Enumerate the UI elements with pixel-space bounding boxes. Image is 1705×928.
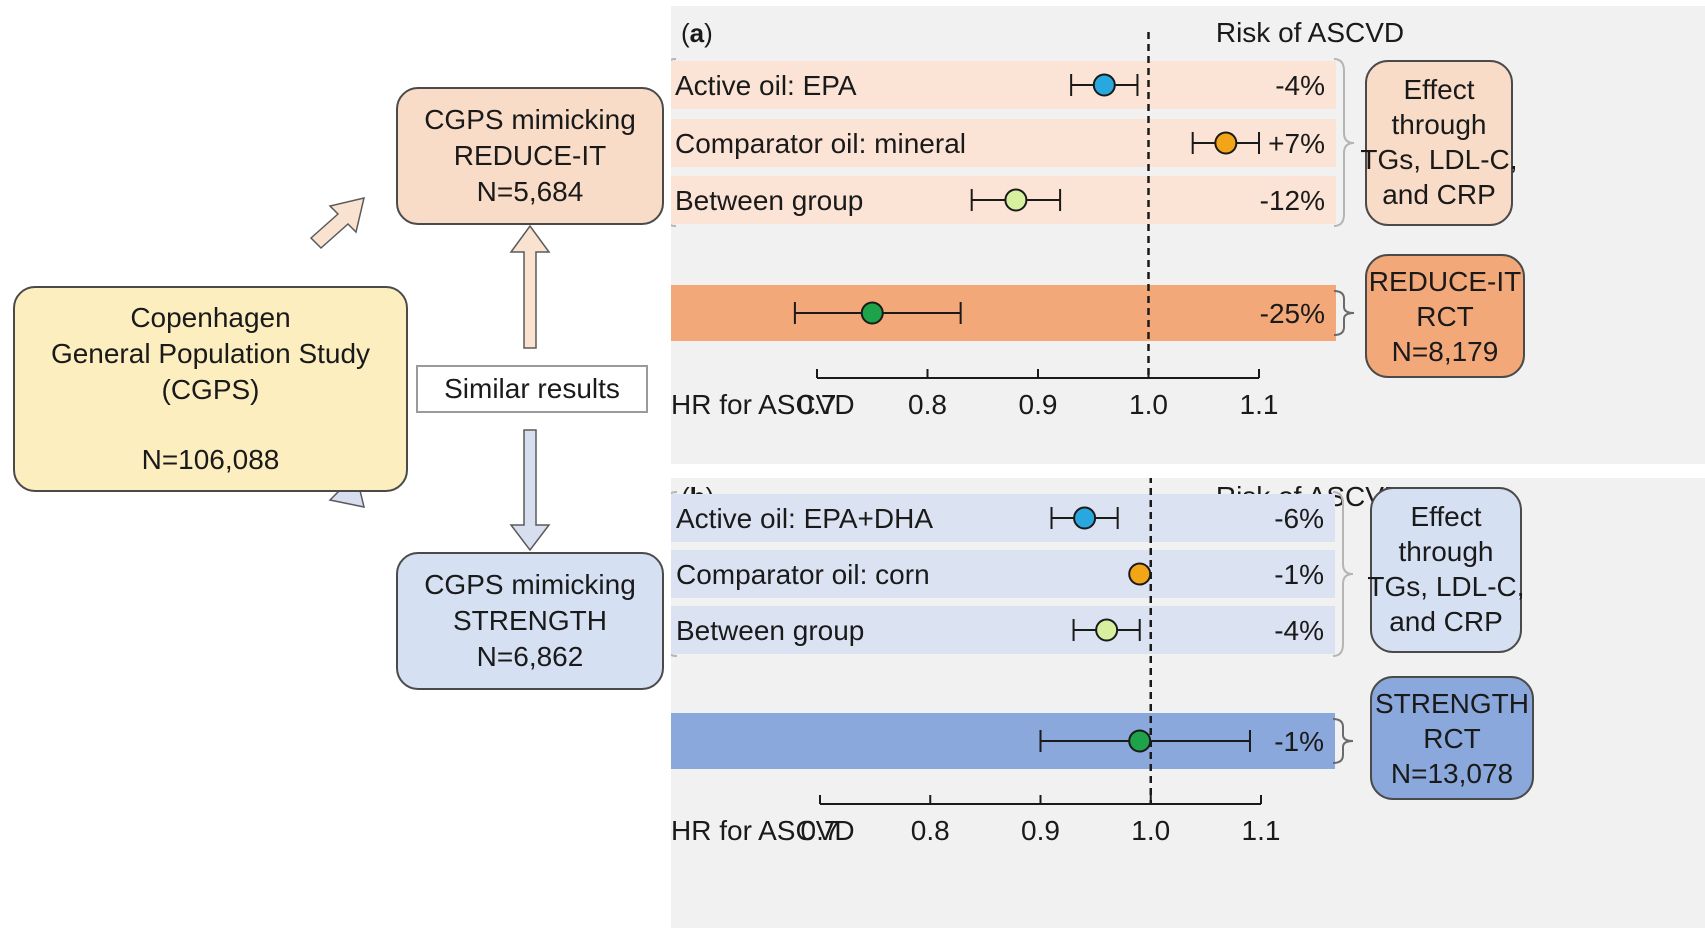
similar-results-label: Similar results (444, 373, 620, 404)
rct-point (860, 301, 884, 325)
panel-b-content: Active oil: EPA+DHA -6% Comparator oil: co… (671, 478, 1534, 846)
rct-box-text: STRENGTH (1375, 688, 1529, 719)
rows-right-bracket (1333, 58, 1355, 227)
effect-box-text: Effect (1403, 74, 1474, 105)
x-tick-label: 0.7 (798, 389, 837, 420)
panel-title: Risk of ASCVD (1216, 17, 1404, 48)
x-tick-label: 0.8 (911, 815, 950, 846)
rct-point (1128, 729, 1152, 753)
row-label: Between group (675, 185, 863, 216)
row-point (1214, 131, 1238, 155)
row-background (671, 550, 1335, 598)
cgps-box: Copenhagen General Population Study (CGP… (13, 286, 408, 492)
rct-box (1370, 676, 1534, 800)
row-point (1073, 506, 1097, 530)
rct-box (1365, 254, 1525, 378)
panel-a: (a) Risk of ASCVD Active oil: EPA -4% Compar… (671, 6, 1705, 464)
cgps-line1: Copenhagen (130, 302, 291, 333)
effect-box-text: through (1392, 109, 1487, 140)
rct-box-text: REDUCE-IT (1369, 266, 1521, 297)
x-tick-label: 1.1 (1242, 815, 1281, 846)
x-axis-label: HR for ASCVD (671, 815, 855, 846)
forest-plot-a: (a) Risk of ASCVD Active oil: EPA -4% Compar… (671, 17, 1525, 420)
reduce-mimic-line1: CGPS mimicking (424, 104, 636, 135)
reduce-mimic-line2: REDUCE-IT (453, 140, 607, 171)
reduce-mimic-n: N=5,684 (476, 176, 584, 207)
row-background (671, 606, 1335, 654)
row-label: Comparator oil: mineral (675, 128, 966, 159)
x-tick-label: 0.8 (908, 389, 947, 420)
rct-right-bracket (1333, 290, 1355, 336)
effect-box-text: TGs, LDL-C, (1367, 571, 1524, 602)
row-background (671, 494, 1335, 542)
reduce-mimic-box: CGPS mimicking REDUCE-IT N=5,684 (396, 87, 664, 225)
x-tick-label: 0.9 (1021, 815, 1060, 846)
row-point (1092, 73, 1116, 97)
rct-right-bracket (1332, 718, 1354, 764)
strength-mimic-box: CGPS mimicking STRENGTH N=6,862 (396, 552, 664, 690)
strength-mimic-line1: CGPS mimicking (424, 569, 636, 600)
row-point (1095, 618, 1119, 642)
strength-mimic-line2: STRENGTH (453, 605, 607, 636)
x-tick-label: 0.7 (801, 815, 840, 846)
cgps-n: N=106,088 (141, 444, 280, 475)
x-tick-label: 1.1 (1240, 389, 1279, 420)
rct-effect: -25% (1260, 298, 1325, 329)
row-label: Active oil: EPA+DHA (676, 503, 933, 534)
rct-box-text: N=13,078 (1391, 758, 1513, 789)
rct-box-text: RCT (1423, 723, 1481, 754)
effect-box (1365, 60, 1513, 226)
rct-effect: -1% (1274, 726, 1324, 757)
cgps-line3: (CGPS) (161, 374, 260, 405)
rct-box-text: N=8,179 (1392, 336, 1499, 367)
row-label: Comparator oil: corn (676, 559, 930, 590)
x-tick-label: 1.0 (1131, 815, 1170, 846)
x-tick-label: 0.9 (1019, 389, 1058, 420)
x-axis-label: HR for ASCVD (671, 389, 855, 420)
row-effect: -12% (1260, 185, 1325, 216)
effect-box-text: and CRP (1382, 179, 1496, 210)
row-point (1004, 188, 1028, 212)
rows-right-bracket (1332, 491, 1354, 657)
effect-box-text: and CRP (1389, 606, 1503, 637)
row-effect: -1% (1274, 559, 1324, 590)
row-label: Active oil: EPA (675, 70, 857, 101)
row-point (1128, 562, 1152, 586)
rct-box-text: RCT (1416, 301, 1474, 332)
effect-box (1370, 487, 1522, 653)
row-effect: -4% (1275, 70, 1325, 101)
row-background (671, 61, 1336, 109)
strength-mimic-n: N=6,862 (476, 641, 584, 672)
row-effect: -6% (1274, 503, 1324, 534)
row-effect: +7% (1268, 128, 1325, 159)
row-effect: -4% (1274, 615, 1324, 646)
arrow-down (509, 429, 551, 552)
rct-bar (671, 285, 1336, 341)
effect-box-text: Effect (1410, 501, 1481, 532)
arrow-up (509, 224, 551, 349)
effect-box-text: TGs, LDL-C, (1360, 144, 1517, 175)
effect-box-text: through (1399, 536, 1494, 567)
cgps-line2: General Population Study (50, 338, 371, 369)
row-label: Between group (676, 615, 864, 646)
x-tick-label: 1.0 (1129, 389, 1168, 420)
arrow-up-right (309, 196, 366, 250)
similar-results-box: Similar results (416, 365, 648, 413)
panel-label: (a) (681, 18, 713, 48)
